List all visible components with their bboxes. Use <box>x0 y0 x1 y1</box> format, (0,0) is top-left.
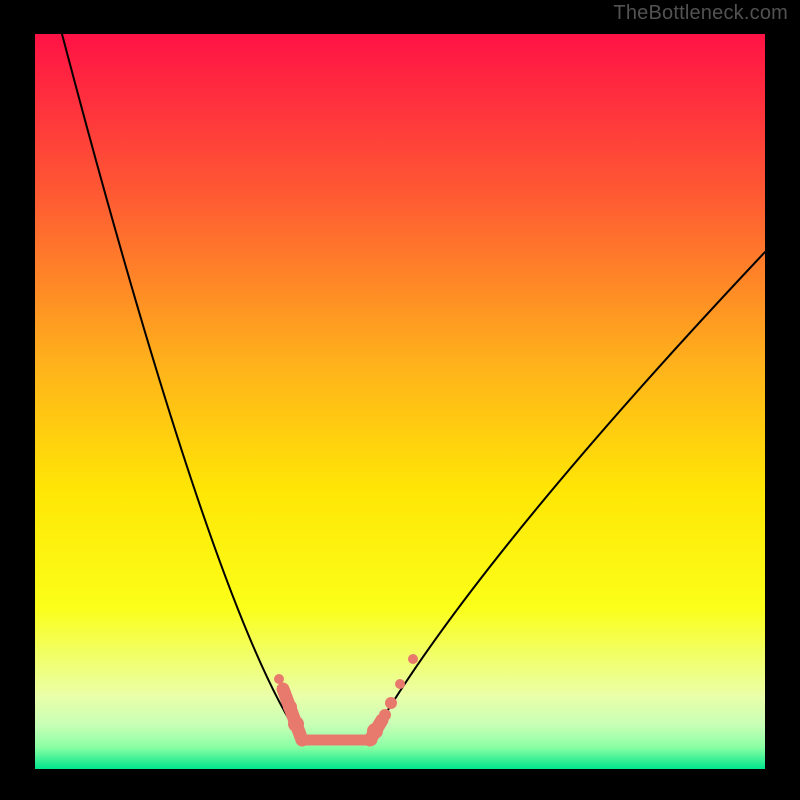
plot-area <box>35 34 765 769</box>
trough-dot-right <box>385 697 397 709</box>
trough-dot-left <box>274 674 284 684</box>
trough-dot-right <box>379 709 391 721</box>
chart-svg <box>0 0 800 800</box>
trough-dot-left <box>288 716 304 732</box>
trough-dot-left <box>279 687 291 699</box>
trough-dot-left <box>283 700 297 714</box>
chart-root: TheBottleneck.com <box>0 0 800 800</box>
trough-dot-right <box>367 723 383 739</box>
trough-dot-right <box>395 679 405 689</box>
trough-dot-right <box>408 654 418 664</box>
watermark-text: TheBottleneck.com <box>613 2 788 25</box>
